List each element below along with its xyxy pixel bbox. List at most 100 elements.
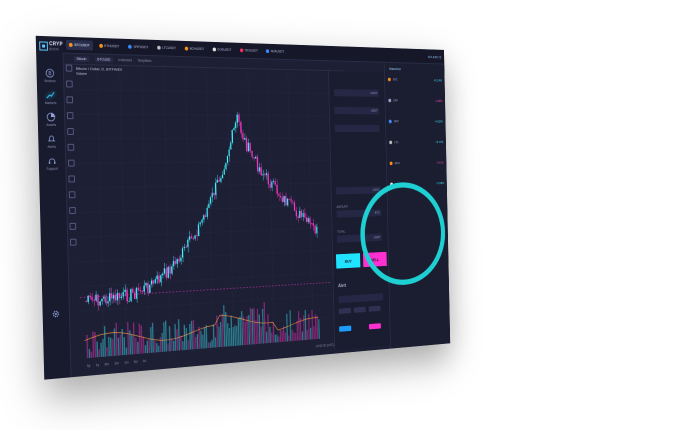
eye-tool[interactable] <box>69 222 76 230</box>
volume-bar <box>167 343 169 352</box>
line-tool[interactable] <box>65 80 73 88</box>
coin-change: -0.41% <box>436 160 444 165</box>
watchlist-row[interactable]: XRP +0.52% <box>388 117 443 126</box>
confirm-button[interactable] <box>339 325 352 332</box>
timeframe-3m[interactable]: 3m <box>114 361 119 366</box>
candle-body <box>181 248 184 258</box>
ticker-tab[interactable]: LTCUSDT <box>154 43 178 53</box>
volume-bar <box>236 325 238 346</box>
candle-body <box>135 287 138 299</box>
watchlist-row[interactable]: LTC +3.77% <box>389 138 443 147</box>
candle-body <box>132 288 134 293</box>
alert-option-button[interactable] <box>368 305 381 312</box>
volume-bar <box>137 341 139 354</box>
timeframe-5y[interactable]: 5y <box>86 363 91 368</box>
timeframe-5d[interactable]: 5d <box>133 359 138 364</box>
candle-body <box>297 216 299 219</box>
candle-body <box>209 197 212 204</box>
candle-body <box>230 142 232 150</box>
pattern-tool[interactable] <box>66 128 74 135</box>
ticker-tab[interactable]: ADAUSDT <box>263 46 286 56</box>
alert-input[interactable] <box>338 293 384 304</box>
alert-option-button[interactable] <box>353 306 366 313</box>
sidebar-item-alerts[interactable]: Alerts <box>42 134 61 149</box>
trash-tool[interactable] <box>69 238 77 246</box>
candle-body <box>85 300 87 303</box>
brush-tool[interactable] <box>67 143 74 151</box>
volume-bar <box>209 342 211 348</box>
volume-bar <box>172 340 175 351</box>
sidebar-item-assets[interactable]: Assets <box>41 112 60 127</box>
candle-body <box>208 203 210 208</box>
volume-bar <box>258 314 261 344</box>
timeframe-1d[interactable]: 1d <box>142 359 147 364</box>
volume-bar <box>187 340 190 350</box>
ticker-tab[interactable]: BCHUSDT <box>182 44 207 54</box>
sidebar-item-markets[interactable]: Markets <box>41 90 60 105</box>
volume-bar <box>316 315 319 340</box>
volume-bar <box>115 322 118 356</box>
price-select[interactable]: USDT <box>334 106 380 115</box>
ticker-tab[interactable]: TRXUSDT <box>237 46 260 56</box>
volume-bar <box>156 343 158 353</box>
volume-bar <box>225 311 228 347</box>
candle-body <box>225 163 227 170</box>
indicators-button[interactable]: Indicators <box>118 58 133 63</box>
volume-bar <box>125 347 128 355</box>
limit-select[interactable] <box>334 124 380 132</box>
candle-body <box>300 210 303 218</box>
candle-body <box>130 288 132 302</box>
cancel-button[interactable] <box>369 323 381 330</box>
ticker-tab[interactable]: ETHUSDT <box>96 41 122 52</box>
watchlist-row[interactable]: BTC +2.14% <box>387 75 442 85</box>
fib-tool[interactable] <box>66 112 74 120</box>
ticker-tab[interactable]: BTCUSDT <box>65 39 93 51</box>
candle-body <box>206 207 208 217</box>
headset-icon <box>48 159 56 165</box>
zoom-tool[interactable] <box>67 175 75 183</box>
candle-body <box>311 223 313 225</box>
candle-body <box>302 213 304 218</box>
candle-body <box>236 114 238 123</box>
price-input[interactable]: USDT <box>336 186 381 195</box>
price-chart[interactable]: Bitcoin / Dollar, D, BITFINEX Volume <box>74 65 333 361</box>
candle-body <box>143 285 145 292</box>
magnet-tool[interactable] <box>68 191 75 199</box>
pair-select[interactable]: BTCUSD <box>94 56 114 63</box>
crosshair-tool[interactable] <box>65 64 72 72</box>
volume-bar <box>90 351 93 358</box>
market-select[interactable]: USDT <box>333 89 379 97</box>
measure-tool[interactable] <box>67 159 75 167</box>
symbol-select[interactable]: Bitcoin <box>73 55 90 63</box>
buy-button[interactable]: BUY <box>336 253 361 269</box>
candle-body <box>304 213 306 218</box>
volume-bar <box>161 332 164 352</box>
candle-body <box>118 292 121 299</box>
ticker-label: BTCUSDT <box>74 43 90 48</box>
sidebar-item-settings[interactable] <box>46 308 65 319</box>
text-tool[interactable] <box>65 96 73 104</box>
ticker-tab[interactable]: XRPUSDT <box>125 42 151 52</box>
alert-option-button[interactable] <box>338 307 351 315</box>
candle-body <box>99 301 101 306</box>
coin-icon <box>212 47 216 52</box>
volume-bar <box>123 337 126 356</box>
lock-tool[interactable] <box>68 207 76 215</box>
sidebar-item-support[interactable]: Support <box>43 156 62 171</box>
candle-body <box>139 289 142 292</box>
sidebar-item-brokers[interactable]: B Brokers <box>40 68 59 83</box>
volume-bar <box>214 337 217 348</box>
ticker-tab[interactable]: EOSUSDT <box>210 45 234 55</box>
volume-bar <box>241 311 244 346</box>
watchlist-row[interactable]: BCH -0.41% <box>389 158 444 167</box>
coin-name: XRP <box>393 119 399 124</box>
timeframe-1y[interactable]: 1y <box>95 363 100 368</box>
timeframe-1m[interactable]: 1m <box>124 360 129 365</box>
watchlist-row[interactable]: ETH -1.08% <box>388 96 442 105</box>
coin-change: -1.08% <box>434 99 443 103</box>
candle-body <box>201 219 203 223</box>
timeframe-6m[interactable]: 6m <box>104 362 110 367</box>
templates-button[interactable]: Templates <box>137 58 152 63</box>
candle-body <box>178 258 180 262</box>
coin-name: BTC <box>392 77 398 82</box>
